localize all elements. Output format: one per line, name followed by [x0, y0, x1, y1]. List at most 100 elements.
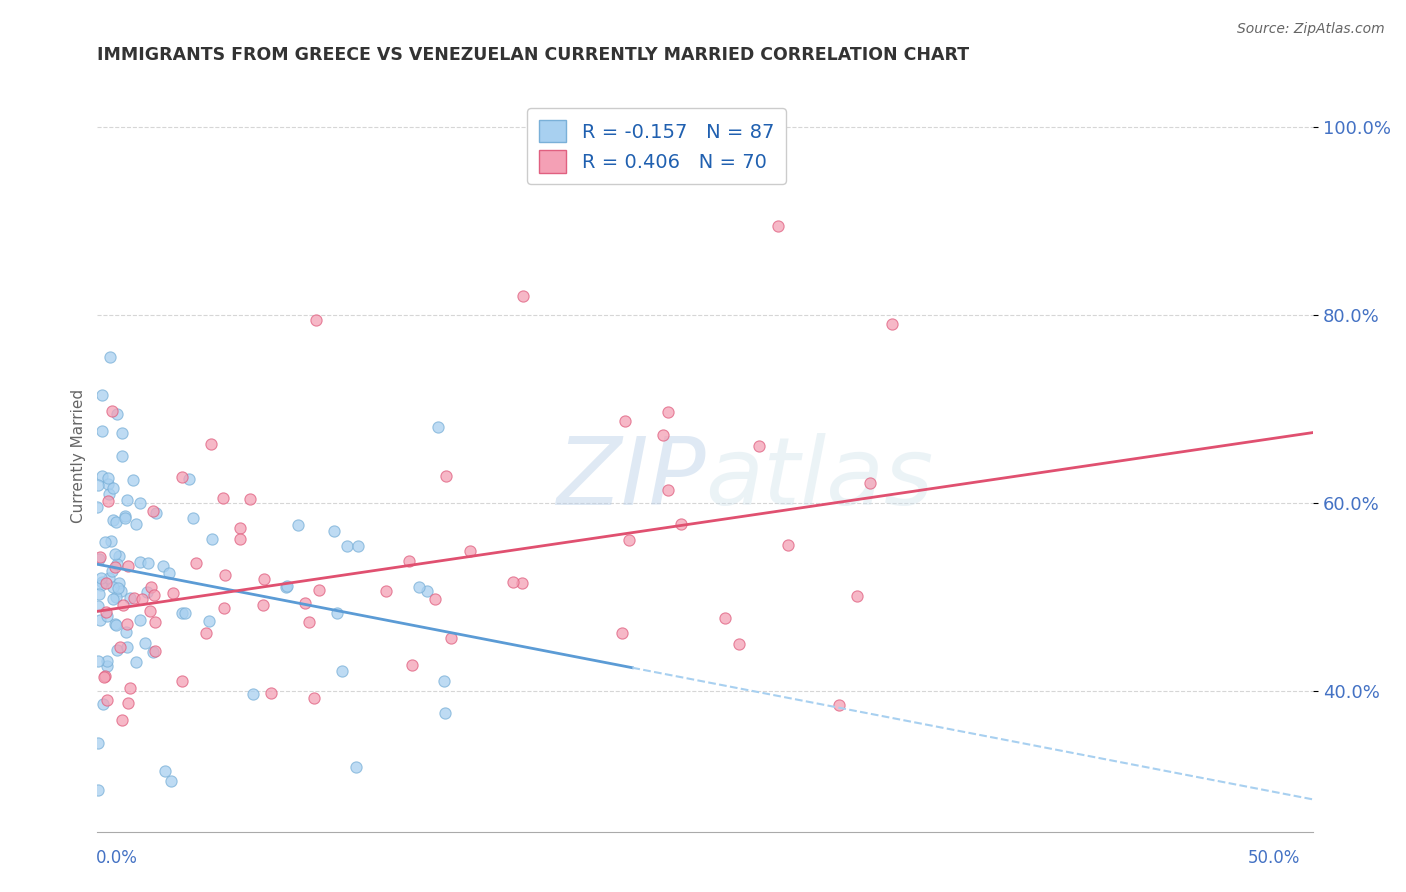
Point: [87, 587, 110, 601]
Point: [104, 560, 127, 574]
Point: [434, 469, 457, 483]
Point: [669, 516, 692, 531]
Text: 0.0%: 0.0%: [96, 849, 138, 867]
Point: [91, 697, 114, 711]
Point: [287, 518, 309, 533]
Point: [142, 504, 165, 518]
Point: [111, 449, 134, 463]
Point: [101, 404, 124, 418]
Point: [101, 591, 124, 606]
Point: [174, 606, 197, 620]
Point: [100, 534, 122, 549]
Point: [613, 414, 636, 428]
Point: [375, 584, 398, 599]
Point: [346, 539, 368, 553]
Point: [110, 584, 132, 599]
Point: [252, 573, 274, 587]
Point: [502, 575, 524, 590]
Point: [107, 581, 129, 595]
Point: [252, 598, 274, 612]
Point: [181, 511, 204, 525]
Point: [87, 599, 110, 613]
Point: [423, 592, 446, 607]
Point: [344, 759, 367, 773]
Point: [276, 580, 298, 594]
Point: [157, 566, 180, 580]
Point: [657, 483, 679, 498]
Point: [408, 580, 430, 594]
Point: [170, 470, 193, 484]
Point: [713, 611, 735, 625]
Point: [308, 582, 330, 597]
Point: [120, 681, 142, 695]
Point: [125, 517, 148, 532]
Point: [776, 538, 799, 552]
Point: [657, 405, 679, 419]
Point: [330, 665, 353, 679]
Point: [239, 492, 262, 507]
Point: [323, 524, 346, 538]
Point: [114, 511, 136, 525]
Point: [152, 558, 174, 573]
Point: [143, 615, 166, 629]
Point: [96, 654, 118, 668]
Point: [200, 437, 222, 451]
Point: [87, 783, 110, 797]
Point: [136, 556, 159, 570]
Point: [212, 601, 235, 615]
Point: [195, 626, 218, 640]
Point: [828, 698, 851, 713]
Point: [440, 631, 463, 645]
Point: [145, 506, 167, 520]
Point: [105, 643, 128, 657]
Point: [96, 608, 118, 623]
Point: [87, 551, 110, 566]
Point: [96, 693, 118, 707]
Point: [880, 317, 903, 331]
Point: [512, 289, 534, 303]
Point: [135, 585, 157, 599]
Point: [104, 590, 127, 604]
Point: [179, 472, 201, 486]
Point: [139, 604, 162, 618]
Point: [728, 637, 751, 651]
Point: [114, 509, 136, 524]
Point: [104, 617, 127, 632]
Point: [101, 564, 124, 578]
Point: [108, 575, 131, 590]
Point: [111, 425, 134, 440]
Text: atlas: atlas: [706, 434, 934, 524]
Point: [98, 571, 121, 585]
Point: [128, 496, 150, 510]
Point: [98, 350, 121, 364]
Point: [91, 424, 114, 438]
Point: [304, 691, 326, 706]
Point: [748, 439, 770, 453]
Point: [121, 473, 143, 487]
Point: [90, 469, 112, 483]
Point: [458, 544, 481, 558]
Point: [105, 557, 128, 571]
Point: [139, 580, 162, 594]
Point: [94, 605, 117, 619]
Point: [242, 687, 264, 701]
Point: [89, 613, 111, 627]
Point: [87, 736, 110, 750]
Point: [184, 556, 207, 570]
Point: [143, 588, 166, 602]
Point: [103, 481, 125, 495]
Point: [90, 571, 112, 585]
Point: [125, 655, 148, 669]
Point: [276, 579, 298, 593]
Point: [97, 487, 120, 501]
Point: [101, 580, 124, 594]
Point: [260, 685, 283, 699]
Point: [401, 657, 423, 672]
Point: [617, 533, 640, 547]
Point: [87, 477, 110, 491]
Point: [131, 591, 153, 606]
Point: [198, 614, 221, 628]
Text: IMMIGRANTS FROM GREECE VS VENEZUELAN CURRENTLY MARRIED CORRELATION CHART: IMMIGRANTS FROM GREECE VS VENEZUELAN CUR…: [97, 46, 970, 64]
Point: [153, 764, 176, 779]
Point: [103, 513, 125, 527]
